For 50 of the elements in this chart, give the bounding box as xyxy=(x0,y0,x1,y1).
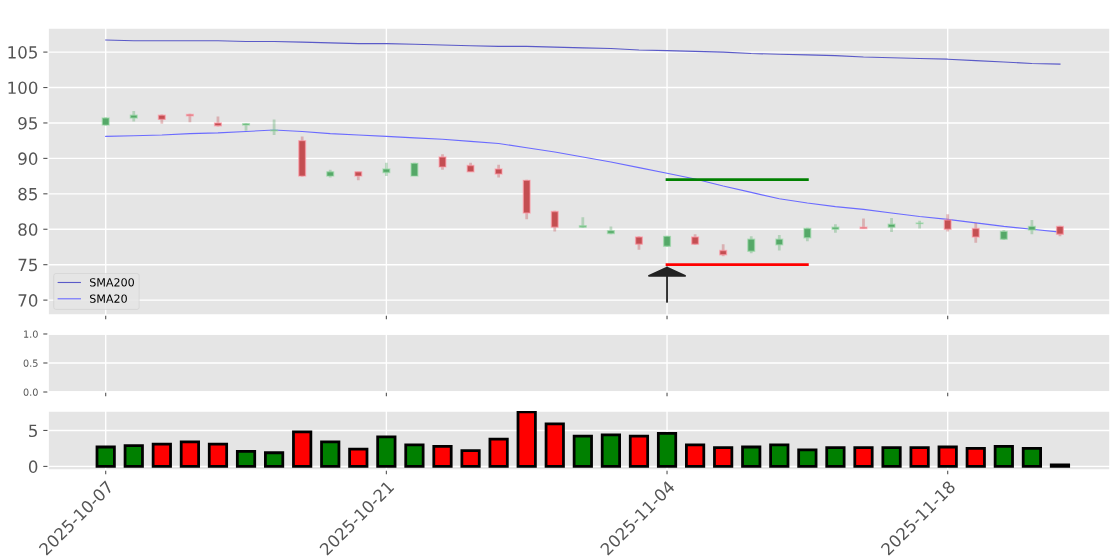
y-tick-label: 90 xyxy=(18,152,38,165)
bar xyxy=(741,445,762,468)
bar xyxy=(348,447,369,468)
y-tick-label: 100 xyxy=(8,81,38,95)
y-tick-label: 70 xyxy=(18,294,38,307)
y-tick-label: 0.5 xyxy=(23,359,38,367)
bar xyxy=(95,445,116,468)
bar xyxy=(1021,447,1042,468)
bar xyxy=(685,443,706,468)
bar xyxy=(460,449,481,468)
bar xyxy=(713,446,734,468)
y-tick-label: 105 xyxy=(8,46,37,59)
bar xyxy=(320,440,341,468)
bar xyxy=(600,433,621,468)
bar xyxy=(909,446,930,468)
bar xyxy=(797,448,818,468)
bar xyxy=(179,440,200,468)
line-series xyxy=(105,39,1061,65)
y-tick-label: 85 xyxy=(18,187,37,201)
y-tick-label: 80 xyxy=(18,223,38,236)
bar xyxy=(993,444,1014,468)
y-tick-label: 0.0 xyxy=(23,388,38,396)
bar xyxy=(572,434,593,468)
bar xyxy=(544,422,565,468)
bar xyxy=(937,445,958,468)
y-tick-label: 95 xyxy=(18,116,37,130)
bar xyxy=(151,442,172,468)
y-tick-label: 1.0 xyxy=(24,330,38,338)
bar xyxy=(965,447,986,468)
bar xyxy=(376,435,397,468)
bar xyxy=(404,443,425,468)
bar xyxy=(853,446,874,468)
bar xyxy=(825,446,846,468)
bar xyxy=(656,431,678,468)
bar xyxy=(769,443,790,468)
y-tick-label: 75 xyxy=(18,258,37,272)
bar xyxy=(488,437,509,468)
bar xyxy=(432,444,453,468)
y-tick-label: 0 xyxy=(28,460,38,473)
bar xyxy=(881,446,902,468)
y-tick-label: 5 xyxy=(29,424,37,438)
legend-label: SMA200 xyxy=(90,278,134,287)
bar xyxy=(628,434,650,468)
bar xyxy=(516,411,537,468)
bar xyxy=(292,430,313,468)
bar xyxy=(235,449,257,468)
bar xyxy=(264,451,285,468)
bar xyxy=(123,444,144,468)
bar xyxy=(207,442,229,468)
legend-label: SMA20 xyxy=(90,294,127,303)
